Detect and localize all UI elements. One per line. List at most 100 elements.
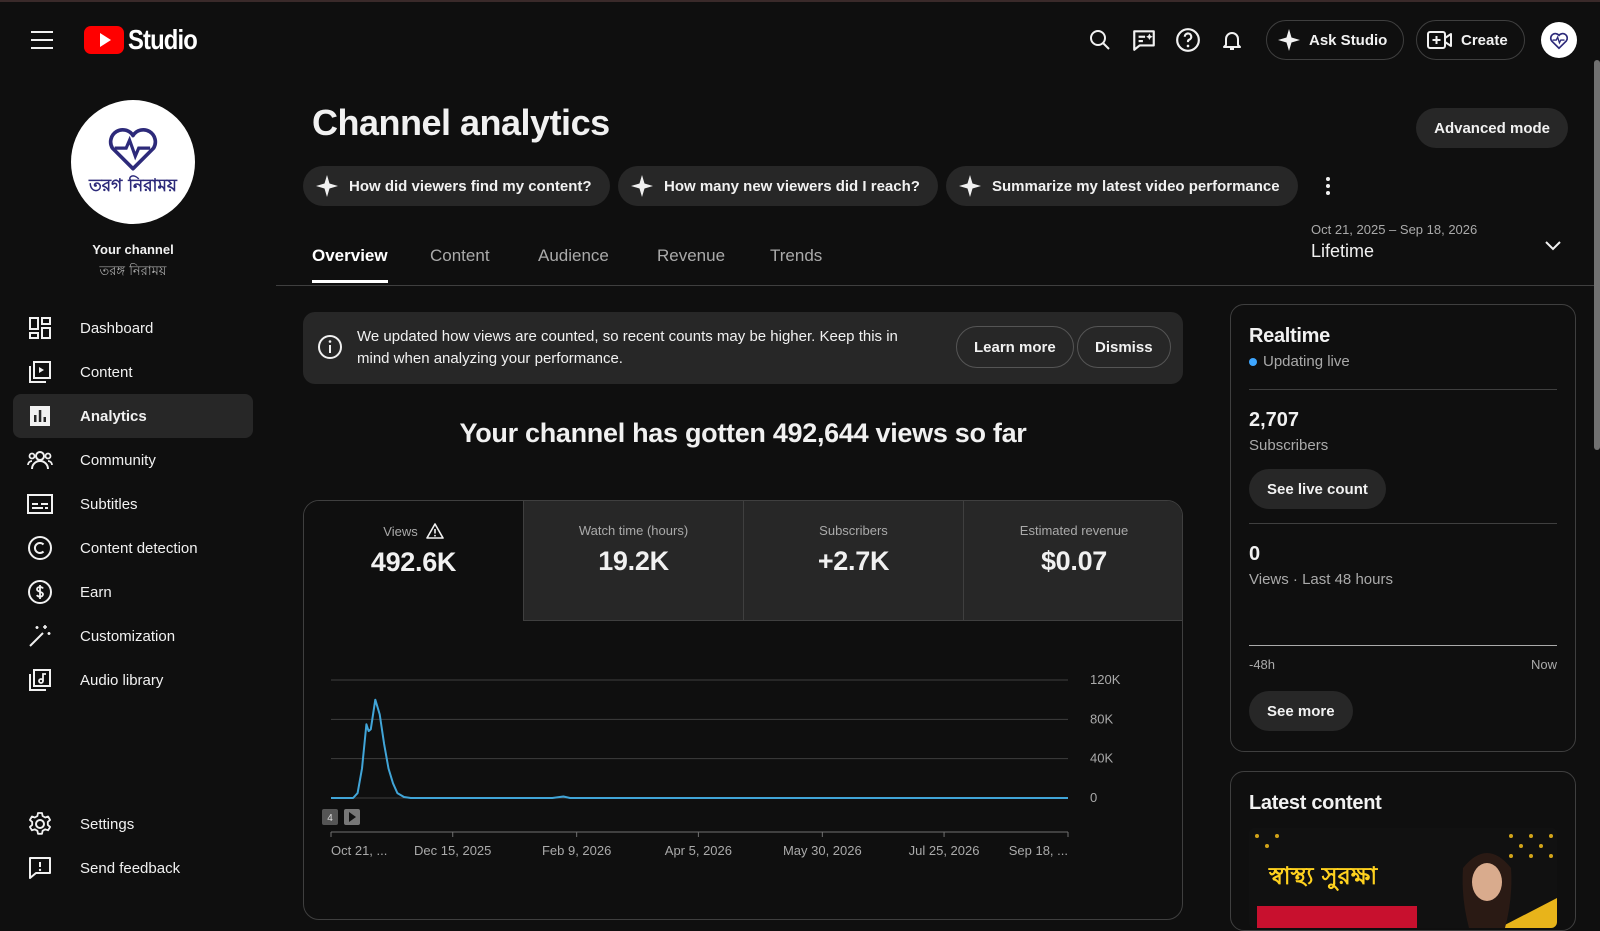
sidebar-item-label: Analytics — [80, 407, 147, 425]
more-options-icon[interactable] — [1316, 170, 1340, 202]
ask-chip-label: Summarize my latest video performance — [992, 177, 1280, 195]
sidebar-item-audio-library[interactable]: Audio library — [13, 658, 253, 702]
play-icon — [349, 812, 356, 822]
x-tick-label: Dec 15, 2025 — [414, 843, 491, 858]
chart-marker-count[interactable] — [322, 809, 338, 825]
create-button[interactable]: Create — [1416, 20, 1525, 60]
metric-value: 19.2K — [598, 546, 669, 576]
sidebar-item-label: Customization — [80, 627, 176, 645]
channel-name: তরঙ্গ নিরাময় — [99, 264, 167, 279]
y-tick-label: 40K — [1090, 751, 1113, 766]
heart-pulse-icon — [1549, 32, 1569, 50]
sidebar-item-send-feedback[interactable]: Send feedback — [13, 846, 253, 890]
ask-chip-label: How did viewers find my content? — [349, 177, 592, 195]
sidebar-item-settings[interactable]: Settings — [13, 802, 253, 846]
dashboard-icon — [26, 314, 54, 342]
ask-chip-find-content[interactable]: How did viewers find my content? — [303, 166, 610, 206]
date-range-text: Oct 21, 2025 – Sep 18, 2026 — [1311, 222, 1478, 237]
video-add-icon — [1427, 31, 1452, 49]
realtime-card: Realtime Updating live 2,707 Subscribers… — [1230, 304, 1576, 752]
sidebar-item-label: Community — [80, 451, 156, 469]
analytics-icon — [26, 402, 54, 430]
account-avatar[interactable] — [1541, 22, 1577, 58]
sparkle-icon — [316, 175, 338, 197]
y-tick-label: 0 — [1090, 790, 1097, 805]
views-series-line[interactable] — [331, 698, 1068, 799]
advanced-mode-button[interactable]: Advanced mode — [1416, 108, 1568, 148]
tab-overview[interactable]: Overview — [312, 246, 388, 286]
warning-icon[interactable] — [425, 523, 444, 539]
sidebar-item-earn[interactable]: Earn — [13, 570, 253, 614]
settings-label: Settings — [80, 815, 135, 833]
heart-pulse-icon — [108, 128, 158, 171]
sidebar-item-label: Earn — [80, 583, 112, 601]
tab-audience[interactable]: Audience — [538, 246, 609, 265]
top-bar: Studio Ask Studio Create — [0, 0, 1600, 76]
sparkle-icon — [959, 175, 981, 197]
sparkle-icon — [1278, 29, 1300, 51]
sidebar-item-analytics[interactable]: Analytics — [13, 394, 253, 438]
see-live-count-button[interactable]: See live count — [1249, 469, 1386, 509]
metric-value: 492.6K — [370, 547, 457, 577]
y-tick-label: 80K — [1090, 711, 1113, 726]
send-feedback-label: Send feedback — [80, 859, 181, 877]
tab-revenue[interactable]: Revenue — [657, 246, 726, 265]
audio-library-icon — [26, 666, 54, 694]
metrics-card: Views 492.6K Watch time (hours) 19.2K Su… — [303, 500, 1183, 920]
tab-content[interactable]: Content — [430, 246, 490, 265]
hamburger-menu-icon[interactable] — [26, 24, 58, 56]
notifications-bell-icon[interactable] — [1212, 20, 1252, 60]
page-scrollbar[interactable] — [1594, 60, 1600, 450]
x-tick-label: Sep 18, ... — [1009, 843, 1068, 858]
dismiss-button[interactable]: Dismiss — [1077, 326, 1171, 368]
views-line-chart: 0 40K 80K 120K Oct 21, ... Dec 15, 2025 Feb 9,… — [322, 672, 1121, 858]
sidebar-item-dashboard[interactable]: Dashboard — [13, 306, 253, 350]
sidebar-item-subtitles[interactable]: Subtitles — [13, 482, 253, 526]
chart-marker-label: 4 — [327, 813, 333, 824]
date-range-label: Lifetime — [1311, 241, 1375, 261]
live-status: Updating live — [1249, 353, 1350, 370]
sidebar-item-customization[interactable]: Customization — [13, 614, 253, 658]
views-update-notice: We updated how views are counted, so rec… — [303, 312, 1183, 384]
see-more-button[interactable]: See more — [1249, 691, 1353, 731]
magic-wand-icon — [26, 622, 54, 650]
realtime-axis-start: -48h — [1249, 657, 1276, 672]
search-icon[interactable] — [1080, 20, 1120, 60]
thumbnail-title-text: স্বাস্থ্য সুরক্ষা — [1268, 862, 1378, 891]
ask-chip-new-viewers[interactable]: How many new viewers did I reach? — [618, 166, 938, 206]
notice-text: We updated how views are counted, so rec… — [357, 328, 898, 367]
x-tick-label: Feb 9, 2026 — [542, 843, 611, 858]
learn-more-button[interactable]: Learn more — [956, 326, 1074, 368]
tab-trends[interactable]: Trends — [770, 246, 823, 265]
realtime-chart-axis — [1249, 645, 1557, 646]
ask-studio-button[interactable]: Ask Studio — [1266, 20, 1405, 60]
latest-video-thumbnail[interactable]: স্বাস্থ্য সুরক্ষা — [1249, 828, 1557, 928]
sidebar-item-content[interactable]: Content — [13, 350, 253, 394]
feedback-sparkle-icon[interactable] — [1124, 20, 1164, 60]
content-icon — [26, 358, 54, 386]
realtime-subscribers-value: 2,707 — [1249, 409, 1300, 431]
help-icon[interactable] — [1168, 20, 1208, 60]
metric-estimated-revenue[interactable]: Estimated revenue $0.07 — [964, 501, 1182, 621]
sidebar-item-community[interactable]: Community — [13, 438, 253, 482]
metric-watch-time[interactable]: Watch time (hours) 19.2K — [524, 501, 744, 621]
metric-views[interactable]: Views 492.6K — [304, 501, 524, 621]
realtime-axis-end: Now — [1530, 657, 1557, 672]
dollar-icon — [26, 578, 54, 606]
latest-content-title: Latest content — [1249, 792, 1382, 814]
ask-chip-summarize[interactable]: Summarize my latest video performance — [946, 166, 1298, 206]
metric-subscribers[interactable]: Subscribers +2.7K — [744, 501, 964, 621]
divider — [1249, 523, 1557, 524]
logo-text: Studio — [128, 24, 198, 55]
create-label: Create — [1461, 31, 1508, 49]
sidebar-item-content-detection[interactable]: Content detection — [13, 526, 253, 570]
divider — [1249, 389, 1557, 390]
sidebar-item-label: Content — [80, 363, 133, 381]
x-tick-label: Apr 5, 2026 — [665, 843, 732, 858]
sidebar-item-label: Subtitles — [80, 495, 138, 513]
studio-logo[interactable]: Studio — [84, 24, 209, 56]
sparkle-icon — [631, 175, 653, 197]
channel-avatar[interactable]: তরগ নিরাময় — [71, 100, 195, 224]
thumbnail-image: স্বাস্থ্য সুরক্ষা — [1249, 828, 1557, 928]
date-range-selector[interactable]: Oct 21, 2025 – Sep 18, 2026 Lifetime — [1311, 222, 1571, 272]
